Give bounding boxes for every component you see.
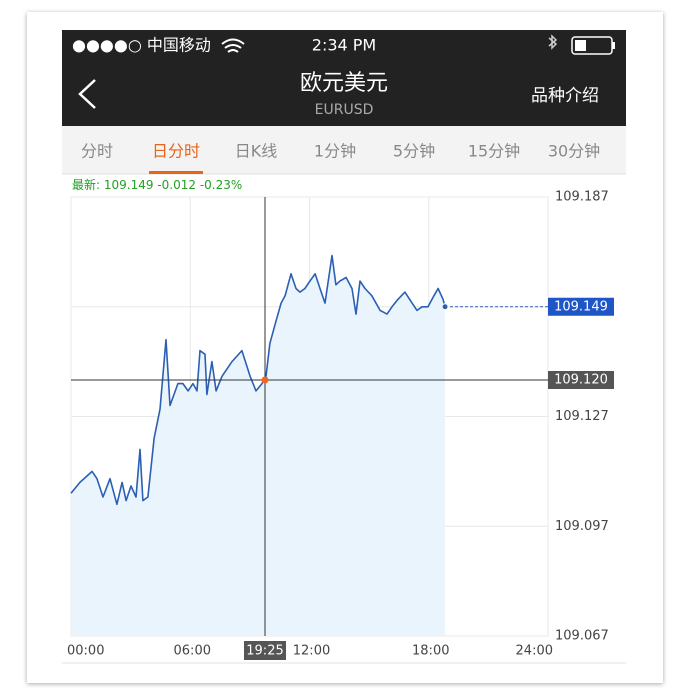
tab[interactable]: 日K线 bbox=[235, 142, 278, 161]
quote-change: -0.012 bbox=[157, 178, 196, 192]
quote-line: 最新: 109.149 -0.012 -0.23% bbox=[72, 177, 242, 192]
x-tick-label: 18:00 bbox=[412, 644, 449, 659]
y-tick-label: 109.187 bbox=[555, 190, 609, 205]
tab-bar bbox=[62, 126, 626, 174]
battery-tip bbox=[612, 42, 615, 49]
tab[interactable]: 1分钟 bbox=[314, 142, 356, 161]
crosshair-price-tag bbox=[548, 371, 614, 389]
x-tick-label: 24:00 bbox=[516, 644, 553, 659]
last-price-tag bbox=[548, 297, 614, 316]
y-tick-label: 109.127 bbox=[555, 409, 609, 424]
tab[interactable]: 15分钟 bbox=[468, 142, 520, 161]
crosshair-dot bbox=[261, 376, 269, 384]
tab-indicator bbox=[149, 171, 203, 174]
quote-price: 109.149 bbox=[104, 178, 154, 192]
y-tick-label: 109.067 bbox=[555, 629, 609, 644]
bluetooth-icon bbox=[548, 34, 558, 50]
tab[interactable]: 分时 bbox=[81, 142, 113, 161]
quote-percent: -0.23% bbox=[200, 178, 242, 192]
battery-level bbox=[575, 40, 586, 51]
clock: 2:34 PM bbox=[312, 36, 376, 55]
last-price-label: 109.149 bbox=[554, 299, 608, 314]
x-tick-label: 00:00 bbox=[67, 644, 104, 659]
nav-subtitle: EURUSD bbox=[315, 102, 374, 118]
crosshair-time-label: 19:25 bbox=[246, 644, 283, 659]
tab[interactable]: 日分时 bbox=[152, 142, 200, 161]
nav-action[interactable]: 品种介绍 bbox=[531, 86, 599, 106]
area bbox=[71, 255, 445, 636]
quote-label: 最新: bbox=[72, 177, 100, 192]
carrier: ●●●●○ 中国移动 bbox=[72, 36, 211, 55]
tab[interactable]: 30分钟 bbox=[548, 142, 600, 161]
nav-title: 欧元美元 bbox=[300, 71, 388, 96]
tab[interactable]: 5分钟 bbox=[393, 142, 435, 161]
crosshair-time-tag bbox=[244, 641, 286, 660]
crosshair-price-label: 109.120 bbox=[554, 373, 608, 388]
header bbox=[62, 30, 626, 126]
chart: 109.067109.097109.127109.157109.18700:00… bbox=[67, 190, 614, 660]
wifi-icon bbox=[221, 38, 245, 53]
x-tick-label: 06:00 bbox=[174, 644, 211, 659]
x-tick-label: 12:00 bbox=[293, 644, 330, 659]
back-button[interactable] bbox=[78, 79, 96, 109]
last-point bbox=[441, 303, 449, 311]
y-tick-label: 109.097 bbox=[555, 519, 609, 534]
